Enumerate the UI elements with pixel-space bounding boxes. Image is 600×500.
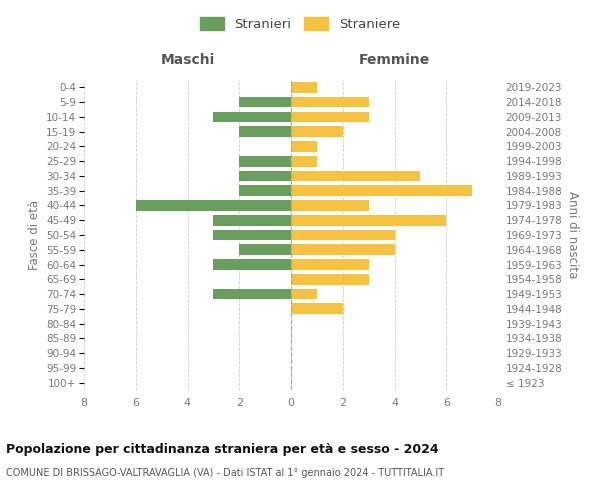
Bar <box>291 230 395 240</box>
Y-axis label: Anni di nascita: Anni di nascita <box>566 192 579 278</box>
Bar <box>214 288 291 300</box>
Bar <box>239 126 291 137</box>
Bar <box>291 126 343 137</box>
Bar <box>214 215 291 226</box>
Text: Femmine: Femmine <box>359 54 430 68</box>
Bar <box>214 112 291 122</box>
Bar <box>239 186 291 196</box>
Bar <box>239 244 291 255</box>
Bar <box>291 259 368 270</box>
Bar <box>291 288 317 300</box>
Bar <box>239 156 291 166</box>
Legend: Stranieri, Straniere: Stranieri, Straniere <box>194 12 406 36</box>
Bar <box>291 274 368 284</box>
Bar <box>239 170 291 181</box>
Bar <box>291 304 343 314</box>
Bar <box>214 259 291 270</box>
Bar <box>214 230 291 240</box>
Bar <box>291 170 421 181</box>
Text: COMUNE DI BRISSAGO-VALTRAVAGLIA (VA) - Dati ISTAT al 1° gennaio 2024 - TUTTITALI: COMUNE DI BRISSAGO-VALTRAVAGLIA (VA) - D… <box>6 468 444 477</box>
Text: Maschi: Maschi <box>160 54 215 68</box>
Bar <box>291 244 395 255</box>
Bar <box>291 186 472 196</box>
Bar <box>136 200 291 211</box>
Y-axis label: Fasce di età: Fasce di età <box>28 200 41 270</box>
Bar <box>291 215 446 226</box>
Bar <box>291 141 317 152</box>
Bar <box>291 97 368 108</box>
Bar <box>291 200 368 211</box>
Text: Popolazione per cittadinanza straniera per età e sesso - 2024: Popolazione per cittadinanza straniera p… <box>6 442 439 456</box>
Bar <box>239 97 291 108</box>
Bar <box>291 112 368 122</box>
Bar <box>291 82 317 92</box>
Bar <box>291 156 317 166</box>
